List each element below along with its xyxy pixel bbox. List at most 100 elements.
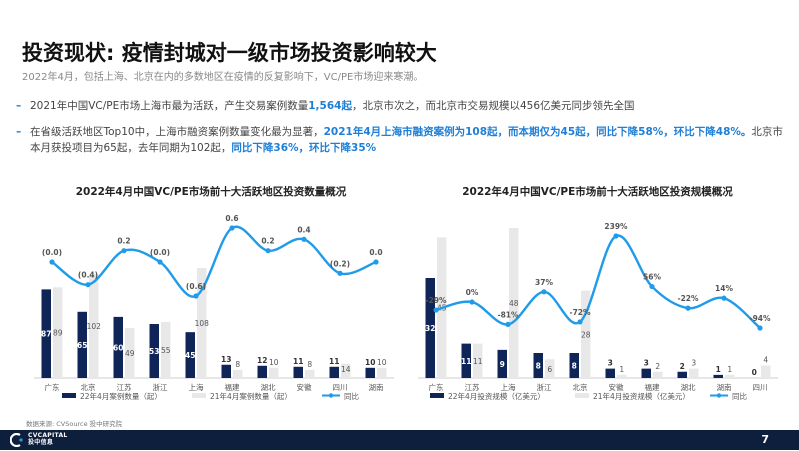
bar-2022 [365,367,375,378]
bar-2022 [677,371,687,378]
bar-2021 [617,374,627,378]
bar-2022-value-label: 32 [425,324,435,333]
category-tick-label: 北京 [81,382,96,392]
bullet-1: – 2021年中国VC/PE市场上海市最为活跃，产生交易案例数量1,564起，北… [16,98,790,114]
yoy-point [685,305,691,311]
bar-2021 [341,363,351,378]
bar-2022-value-label: 13 [221,355,231,364]
yoy-data-label: 0.6 [225,214,238,223]
bar-2021 [509,228,519,378]
category-tick-label: 江苏 [117,382,132,392]
legend-marker-yoy [716,393,722,398]
yoy-data-label: (0.6) [186,282,206,291]
bar-2022 [329,366,339,378]
bar-2022-value-label: 10 [365,358,375,367]
bar-2021 [233,369,243,378]
bar-2022 [425,278,435,378]
legend-label-2021: 21年4月投资规模（亿美元） [593,391,690,401]
bar-2022-value-label: 45 [185,351,195,360]
bar-2022 [713,374,723,378]
bar-2021-value-label: 89 [53,329,63,338]
category-tick-label: 湖南 [369,382,384,392]
bar-2021 [761,365,771,378]
bullet-2: – 在省级活跃地区Top10中，上海市融资案例数量变化最为显著，2021年4月上… [16,124,790,156]
legend-label-yoy: 同比 [732,391,747,401]
bullet-1-highlight: 1,564起 [308,100,352,112]
yoy-point [373,259,379,265]
bullet-2-highlight: 2021年4月上海市融资案例为108起，而本期仅为45起，同比下降58%，环比下… [323,126,752,138]
page-subtitle: 2022年4月，包括上海、北京在内的多数地区在疫情的反复影响下，VC/PE市场迎… [22,72,424,83]
yoy-point [505,321,511,328]
bar-2022-value-label: 3 [644,359,649,368]
legend-swatch-2022 [62,393,76,398]
yoy-point [469,299,475,305]
yoy-point [85,282,91,288]
bar-2021 [653,371,663,378]
category-tick-label: 安徽 [297,382,312,392]
bar-2022-value-label: 65 [77,341,87,350]
bar-2022 [185,332,195,378]
bar-2022 [569,353,579,378]
bar-2022-value-label: 2 [680,362,685,371]
chart-title: 2022年4月中国VC/PE市场前十大活跃地区投资规模概况 [462,185,733,198]
bar-2021 [161,321,171,378]
category-tick-label: 浙江 [153,382,168,392]
bar-2022 [293,366,303,378]
bar-2021-value-label: 8 [307,360,312,369]
logo-text-cn: 投中信息 [28,439,54,446]
bar-2022-value-label: 11 [329,357,339,366]
yoy-point [229,225,235,231]
yoy-data-label: 0.2 [261,237,274,246]
bar-2021 [581,290,591,378]
bar-2021 [377,367,387,378]
bullet-2-text: 在省级活跃地区Top10中，上海市融资案例数量变化最为显著， [30,126,324,138]
bar-2022-value-label: 8 [536,362,541,371]
bar-2021 [725,374,735,378]
category-tick-label: 浙江 [537,382,552,392]
bar-2021 [269,367,279,378]
bar-2021 [89,274,99,378]
logo-mark-icon [9,432,24,448]
legend-swatch-2022 [430,393,444,398]
yoy-data-label: -81% [497,310,519,319]
category-tick-label: 广东 [429,382,444,392]
category-tick-label: 安徽 [609,382,624,392]
yoy-data-label: -29% [425,296,447,305]
bar-2021 [689,368,699,378]
yoy-data-label: (0.4) [78,271,98,280]
yoy-data-label: 0% [466,288,479,297]
yoy-data-label: (0.0) [150,248,170,257]
yoy-data-label: (0.2) [330,259,350,268]
yoy-line [435,234,761,329]
bar-2022-value-label: 87 [41,330,51,339]
legend-swatch-2021 [575,393,589,398]
bar-2022 [257,365,267,378]
yoy-point [721,295,727,301]
category-tick-label: 上海 [189,382,204,392]
bar-2022-value-label: 53 [149,347,159,356]
yoy-data-label: 14% [715,284,733,293]
yoy-line [51,225,377,298]
category-tick-label: 湖北 [261,383,276,392]
bar-2021-value-label: 49 [125,349,135,358]
bar-2022-value-label: 11 [461,357,471,366]
yoy-point [433,307,439,313]
bar-2022 [77,311,87,378]
yoy-point [649,283,655,290]
bar-2021-value-label: 8 [235,360,240,369]
yoy-data-label: 0.0 [369,248,382,257]
page-title: 投资现状: 疫情封城对一级市场投资影响较大 [22,41,437,65]
bar-2021-value-label: 6 [547,365,552,374]
bullet-1-text-tail: ，北京市次之，而北京市交易规模以456亿美元同步领先全国 [351,100,635,112]
yoy-point [757,325,763,331]
bar-2022-value-label: 0 [752,368,757,377]
bar-2021-value-label: 1 [727,365,732,374]
bar-2022-value-label: 1 [716,365,721,374]
yoy-point [49,259,55,265]
bar-2021 [473,343,483,378]
bullet-2-highlight-2: 同比下降36%，环比下降35% [231,142,377,154]
bar-2021 [53,287,63,378]
bar-2022 [221,364,231,378]
yoy-data-label: 0.4 [297,225,310,234]
